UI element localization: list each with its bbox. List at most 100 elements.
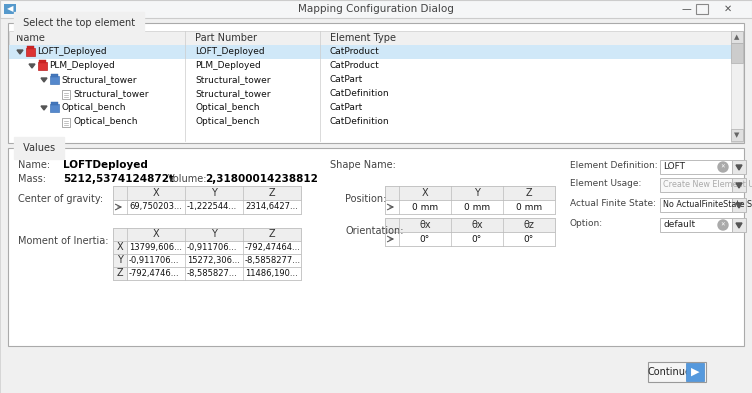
Bar: [660, 198, 732, 212]
Bar: [8, 148, 744, 346]
Bar: [38, 62, 47, 70]
Text: Structural_tower: Structural_tower: [195, 75, 271, 84]
Text: Optical_bench: Optical_bench: [73, 117, 138, 126]
Text: Position:: Position:: [345, 194, 387, 204]
Text: LOFT: LOFT: [663, 162, 685, 171]
Text: CatDefinition: CatDefinition: [330, 117, 390, 126]
Text: Z: Z: [117, 268, 123, 278]
Text: Moment of Inertia:: Moment of Inertia:: [18, 236, 108, 246]
Bar: [385, 186, 555, 214]
Text: ✕: ✕: [720, 165, 726, 169]
Text: -792,47464...: -792,47464...: [245, 243, 301, 252]
Text: Y: Y: [117, 255, 123, 265]
Text: Optical_bench: Optical_bench: [195, 117, 259, 126]
Text: Name:: Name:: [18, 160, 50, 170]
Text: ✕: ✕: [724, 4, 732, 14]
Text: Optical_bench: Optical_bench: [195, 103, 259, 112]
Bar: [127, 254, 301, 267]
Polygon shape: [41, 106, 47, 110]
Text: default: default: [663, 220, 695, 229]
Text: 11486,190...: 11486,190...: [245, 269, 298, 278]
Text: Y: Y: [474, 188, 480, 198]
Bar: [113, 228, 301, 241]
Text: Mapping Configuration Dialog: Mapping Configuration Dialog: [298, 4, 454, 14]
Text: 0 mm: 0 mm: [516, 202, 542, 211]
Bar: [385, 186, 555, 200]
Text: ▼: ▼: [734, 132, 740, 138]
Text: 5212,5374124872t: 5212,5374124872t: [63, 174, 174, 184]
Text: Y: Y: [211, 229, 217, 239]
Bar: [4, 4, 16, 14]
Text: ▲: ▲: [734, 34, 740, 40]
Bar: [9, 45, 731, 59]
Bar: [660, 178, 732, 192]
Text: Element Usage:: Element Usage:: [570, 179, 641, 188]
Text: -8,5858277...: -8,5858277...: [245, 256, 301, 265]
Text: Structural_tower: Structural_tower: [61, 75, 137, 84]
Polygon shape: [736, 183, 742, 188]
Polygon shape: [736, 165, 742, 170]
Text: 13799,606...: 13799,606...: [129, 243, 182, 252]
Circle shape: [718, 162, 728, 172]
Bar: [8, 23, 744, 143]
Bar: [732, 160, 746, 174]
Text: X: X: [153, 229, 159, 239]
Polygon shape: [29, 64, 35, 68]
Text: Element Type: Element Type: [330, 33, 396, 43]
Text: X: X: [422, 188, 429, 198]
Bar: [127, 241, 301, 254]
Bar: [385, 200, 555, 214]
Text: ◀: ◀: [7, 4, 14, 13]
Text: Values: Values: [20, 143, 58, 153]
Text: Z: Z: [268, 229, 275, 239]
Text: Option:: Option:: [570, 219, 603, 228]
Bar: [127, 267, 301, 280]
Bar: [113, 254, 127, 267]
Text: 0°: 0°: [524, 235, 534, 244]
Bar: [50, 104, 59, 112]
Bar: [51, 102, 58, 105]
Text: -8,585827...: -8,585827...: [187, 269, 238, 278]
Bar: [0, 0, 752, 18]
Text: -0,911706...: -0,911706...: [187, 243, 238, 252]
Bar: [648, 362, 706, 382]
Bar: [51, 74, 58, 77]
Text: CatProduct: CatProduct: [330, 61, 380, 70]
Text: Structural_tower: Structural_tower: [195, 89, 271, 98]
Text: LOFT_Deployed: LOFT_Deployed: [37, 47, 107, 56]
Bar: [686, 363, 704, 381]
Text: θx: θx: [472, 220, 483, 230]
Bar: [696, 4, 708, 14]
Text: PLM_Deployed: PLM_Deployed: [195, 61, 261, 70]
Text: 2314,6427...: 2314,6427...: [245, 202, 298, 211]
Text: CatPart: CatPart: [330, 103, 363, 112]
Text: Mass:: Mass:: [18, 174, 46, 184]
Bar: [27, 46, 34, 49]
Text: 0 mm: 0 mm: [412, 202, 438, 211]
Text: Z: Z: [526, 188, 532, 198]
Text: X: X: [117, 242, 123, 252]
Text: —: —: [681, 4, 691, 14]
Text: ✕: ✕: [720, 222, 726, 228]
Bar: [732, 198, 746, 212]
Bar: [731, 31, 743, 43]
Text: -792,4746...: -792,4746...: [129, 269, 180, 278]
Text: Volume:: Volume:: [168, 174, 208, 184]
Bar: [113, 200, 301, 214]
Bar: [732, 218, 746, 232]
Text: -1,222544...: -1,222544...: [187, 202, 237, 211]
Text: Orientation:: Orientation:: [345, 226, 404, 236]
Bar: [732, 178, 746, 192]
Text: 15272,306...: 15272,306...: [187, 256, 240, 265]
Text: CatProduct: CatProduct: [330, 47, 380, 56]
Bar: [39, 60, 46, 63]
Text: PLM_Deployed: PLM_Deployed: [49, 61, 115, 70]
Polygon shape: [41, 78, 47, 82]
Text: θx: θx: [419, 220, 431, 230]
Circle shape: [718, 220, 728, 230]
Bar: [731, 31, 743, 142]
Text: 2,31800014238812: 2,31800014238812: [205, 174, 318, 184]
Text: Continue: Continue: [647, 367, 691, 377]
Bar: [731, 129, 743, 141]
Bar: [660, 218, 732, 232]
